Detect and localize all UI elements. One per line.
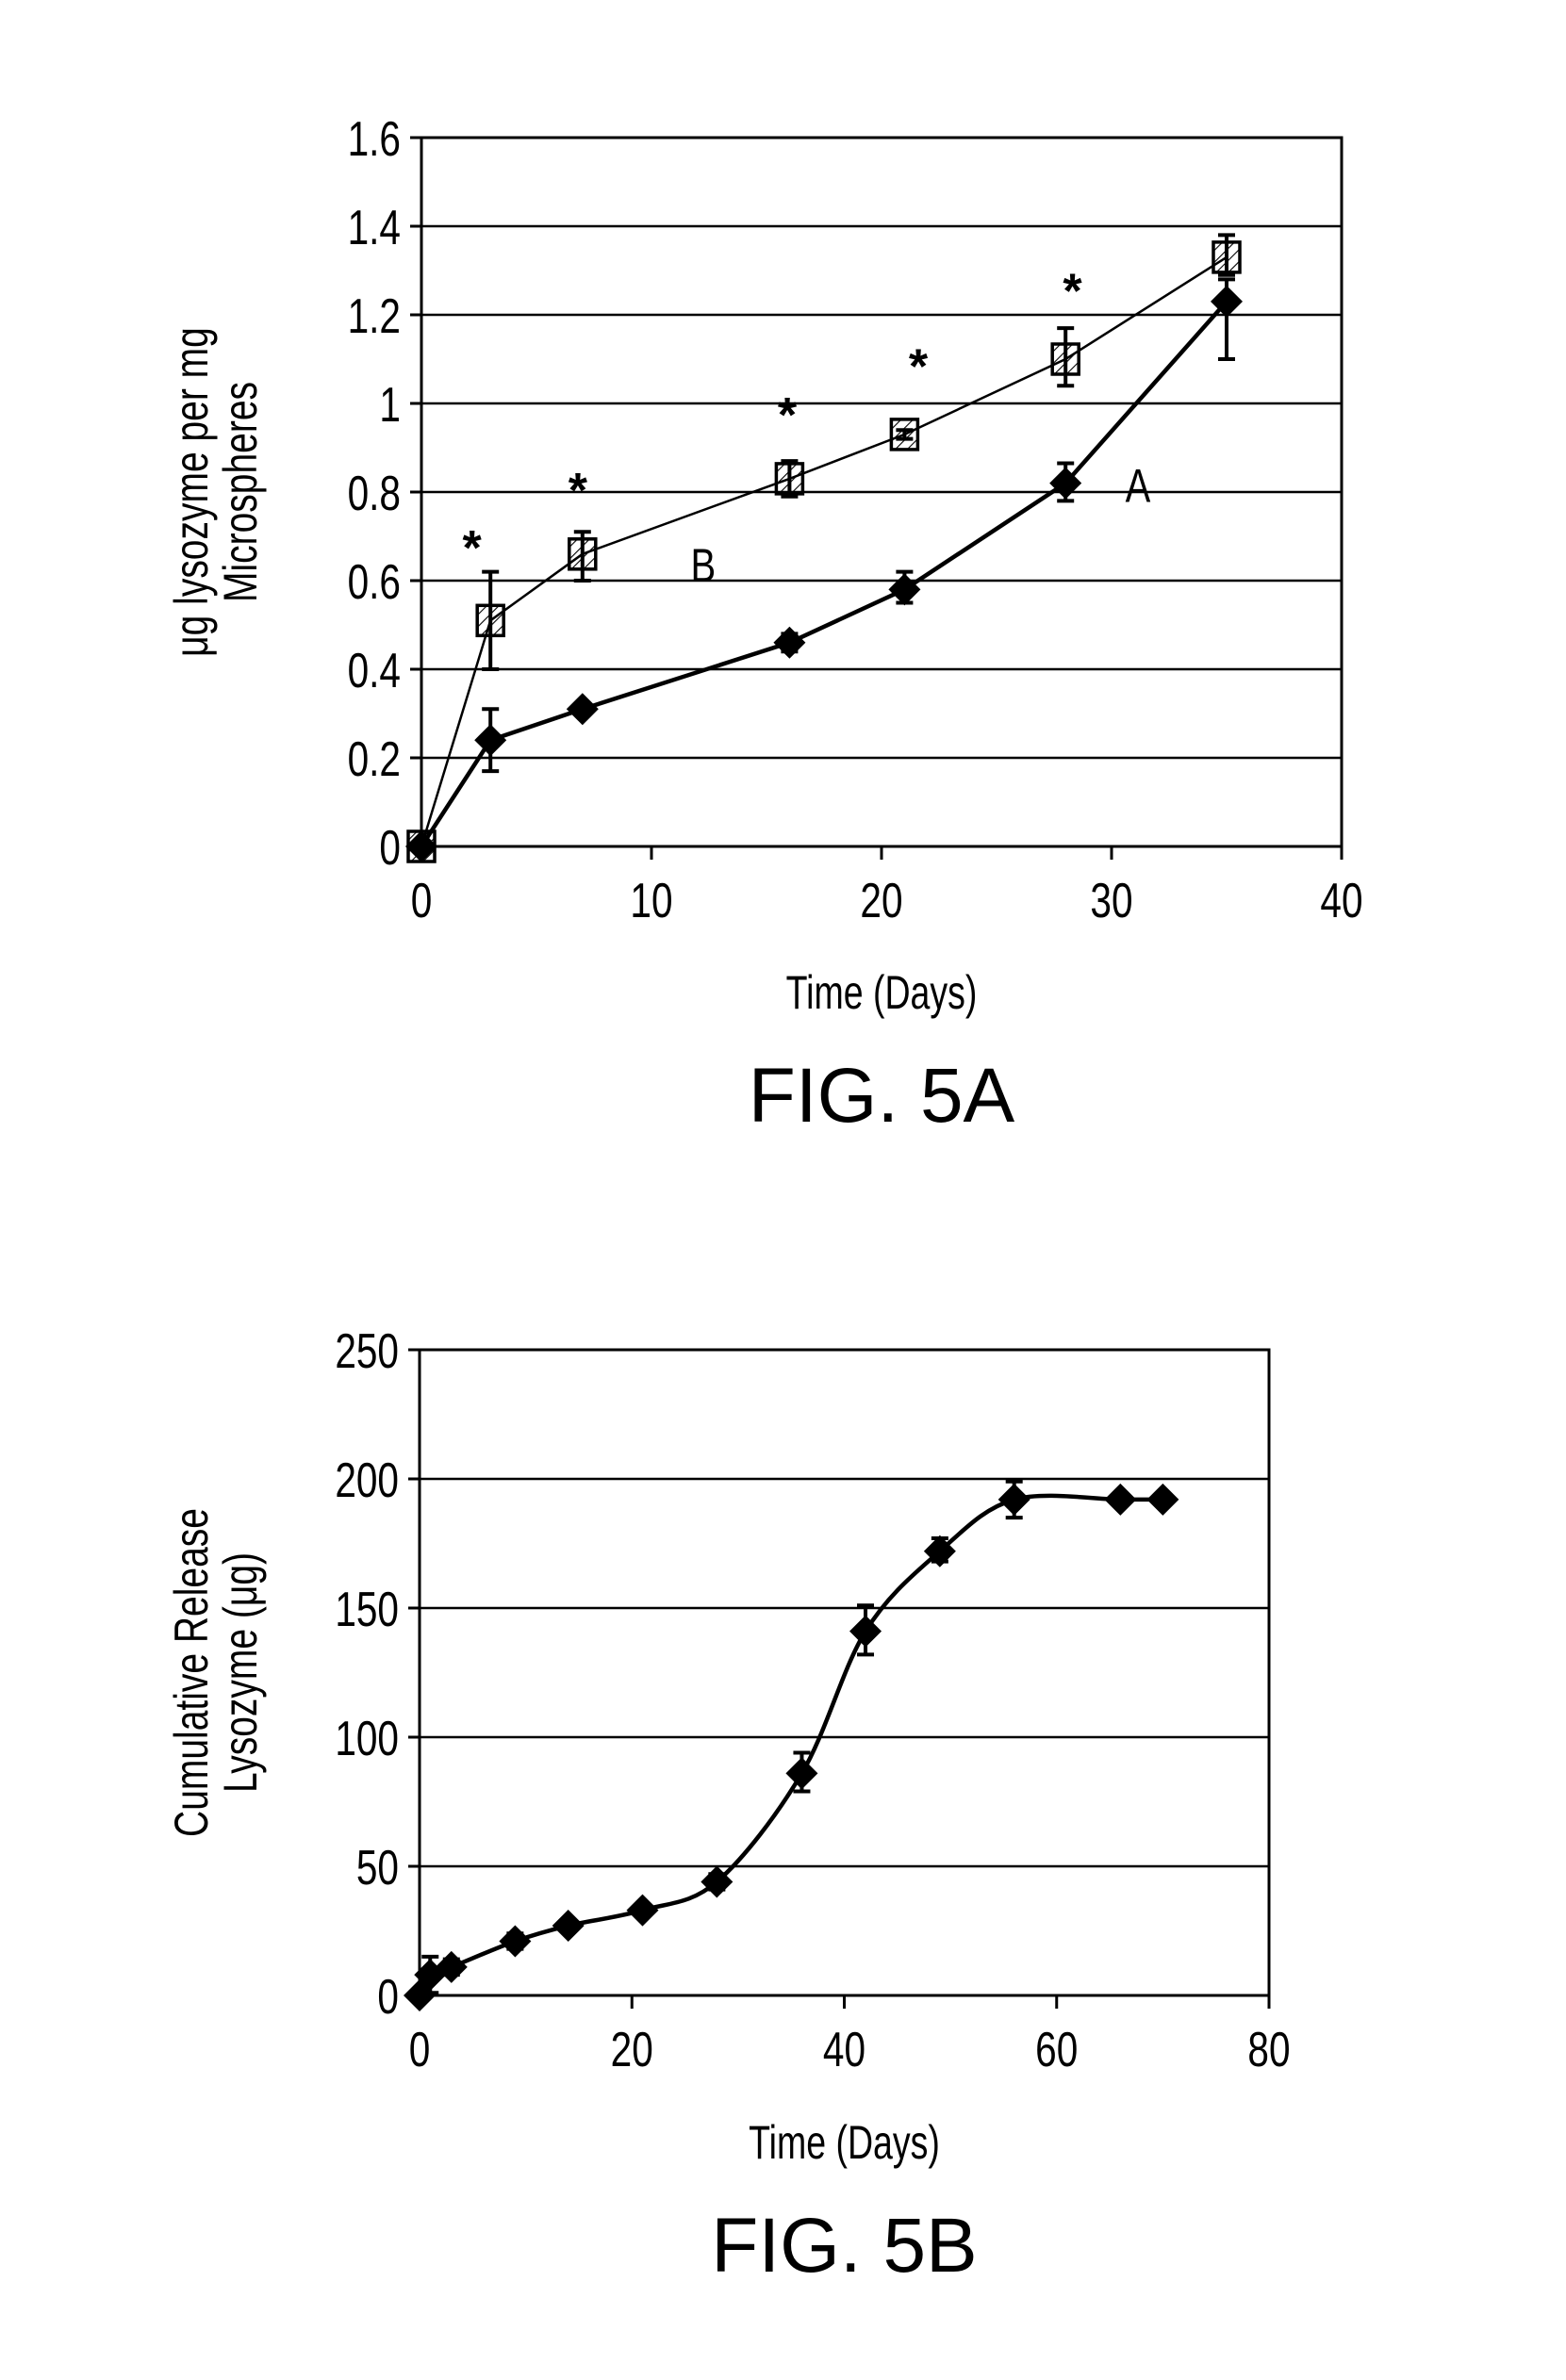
y-axis-title-line: Lysozyme (μg): [213, 1552, 267, 1793]
series-a: A: [405, 277, 1243, 862]
x-tick-label: 30: [1090, 873, 1132, 927]
y-tick-label: 0: [379, 820, 401, 875]
hatched-square-marker: [889, 418, 920, 451]
diamond-marker: [435, 1950, 468, 1983]
diamond-marker: [1104, 1483, 1137, 1516]
diamond-marker: [1049, 467, 1082, 500]
y-tick-label: 0.6: [348, 554, 401, 609]
diamond-marker: [552, 1910, 585, 1943]
y-axis-title-line: Cumulative Release: [164, 1508, 218, 1837]
hatched-square-marker: [774, 462, 805, 496]
y-tick-label: 1.6: [348, 111, 401, 166]
x-tick-label: 80: [1247, 2022, 1290, 2076]
chart-5b: 0 50 100 150 200 250 0 20 40 60 80 Time (Days) Cumul…: [164, 1323, 1290, 2289]
series-line: [417, 1493, 1163, 1997]
x-tick-label: 10: [630, 873, 672, 927]
x-axis-title: Time (Days): [786, 967, 978, 1019]
series-b: B: [406, 233, 1242, 863]
hatched-square-marker: [475, 603, 505, 638]
y-tick-label: 1.4: [348, 200, 401, 254]
series-label: B: [690, 539, 716, 592]
figure-caption: FIG. 5B: [711, 2203, 978, 2289]
chart-5a: 0 0.2 0.4 0.6 0.8 1 1.2 1.4 1.6 0 10 20 30 40 Time (Da…: [164, 111, 1362, 1139]
diamond-marker: [626, 1894, 659, 1927]
y-tick-label: 1: [379, 377, 401, 432]
significance-asterisk: *: [1063, 264, 1082, 319]
diamond-marker: [499, 1925, 532, 1958]
significance-asterisk: *: [463, 521, 483, 576]
y-tick-label: 150: [335, 1582, 399, 1636]
diamond-marker: [1146, 1483, 1179, 1516]
significance-asterisk: *: [569, 464, 588, 518]
x-tick-label: 0: [409, 2022, 431, 2076]
diamond-marker: [566, 693, 599, 726]
significance-asterisk: *: [778, 388, 798, 443]
diamond-marker: [474, 724, 507, 757]
hatched-square-marker: [1050, 342, 1080, 376]
hatched-square-marker: [1212, 240, 1242, 274]
y-axis-title-line: μg lysozyme per mg: [164, 327, 218, 657]
y-axis-title-line: Microspheres: [213, 382, 267, 602]
series-line: [420, 300, 1228, 848]
y-tick-label: 0.2: [348, 731, 401, 786]
plot-frame: [418, 1348, 1271, 1997]
diamond-marker: [773, 626, 806, 659]
figure-caption: FIG. 5A: [749, 1053, 1015, 1139]
x-tick-label: 20: [860, 873, 902, 927]
x-tick-label: 60: [1035, 2022, 1078, 2076]
diamond-marker: [888, 573, 921, 606]
diamond-marker: [785, 1757, 818, 1790]
y-tick-label: 100: [335, 1711, 399, 1765]
x-tick-label: 40: [1320, 873, 1362, 927]
series-label: A: [1126, 459, 1151, 512]
diamond-marker: [1211, 285, 1243, 318]
y-tick-label: 250: [335, 1323, 399, 1378]
plot-frame: [420, 136, 1343, 848]
series-cumulative-release: [404, 1479, 1179, 2011]
y-tick-label: 1.2: [348, 288, 401, 343]
significance-asterisk: *: [909, 339, 929, 394]
x-axis-title: Time (Days): [749, 2117, 940, 2169]
y-tick-label: 0: [377, 1969, 399, 2024]
x-tick-label: 40: [823, 2022, 865, 2076]
y-tick-label: 0.4: [348, 643, 401, 698]
y-tick-label: 200: [335, 1453, 399, 1507]
diamond-marker: [997, 1483, 1030, 1516]
x-tick-label: 20: [611, 2022, 653, 2076]
hatched-square-marker: [406, 829, 437, 863]
x-tick-label: 0: [411, 873, 433, 927]
diamond-marker: [849, 1615, 882, 1648]
diamond-marker: [923, 1535, 956, 1568]
hatched-square-marker: [568, 537, 598, 571]
y-tick-label: 50: [356, 1840, 399, 1895]
diamond-marker: [701, 1865, 734, 1898]
y-tick-label: 0.8: [348, 466, 401, 520]
